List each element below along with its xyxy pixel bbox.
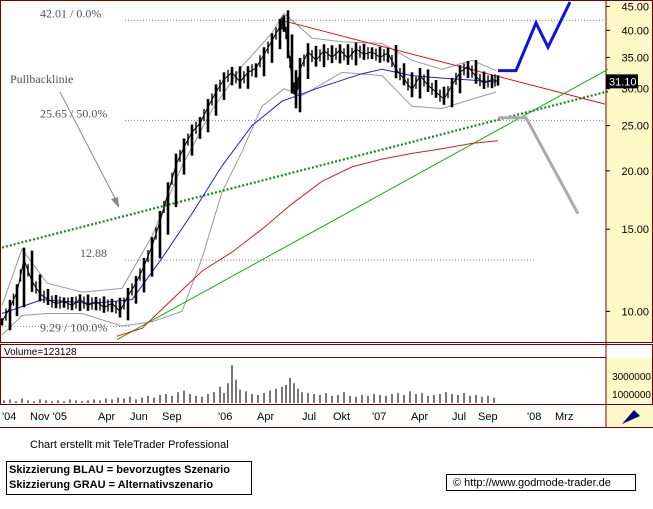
x-tick-label: Apr <box>257 411 274 423</box>
x-tick-label: Sep <box>162 411 182 423</box>
volume-label: Volume=123128 <box>4 347 77 358</box>
x-tick-label: '08 <box>527 411 541 423</box>
x-tick-label: Jul <box>302 411 316 423</box>
level-label-0: 42.01 / 0.0% <box>40 6 101 20</box>
price-axis-panel <box>606 2 653 342</box>
bollinger-lower <box>1 71 497 336</box>
y-tick-label: 45.00 <box>621 1 649 13</box>
legend-grey-scenario: Skizzierung GRAU = Alternativszenario <box>9 479 214 491</box>
scenario-blue <box>498 1 572 73</box>
legend-blue-scenario: Skizzierung BLAU = bevorzugtes Szenario <box>9 464 230 476</box>
x-tick-label: Jun <box>130 411 148 423</box>
level-label-3: 9.29 / 100.0% <box>40 320 107 334</box>
red-downtrend <box>281 19 606 105</box>
volume-axis-panel <box>606 358 653 403</box>
x-tick-label: Nov '05 <box>30 411 67 423</box>
x-tick-label: Jul <box>452 411 466 423</box>
x-tick-label: '07 <box>372 411 386 423</box>
scenario-legend: Skizzierung BLAU = bevorzugtes Szenario … <box>6 461 252 495</box>
price-line <box>1 19 499 323</box>
y-tick-label: 35.00 <box>621 52 649 64</box>
level-label-1: 25.65 / 50.0% <box>40 106 107 120</box>
y-tick-label: 25.00 <box>621 121 649 133</box>
volume-tick-label: 3000000 <box>612 372 651 383</box>
volume-tick-label: 1000000 <box>612 390 651 401</box>
last-price-label: 31.10 <box>609 76 637 88</box>
y-tick-label: 15.00 <box>621 224 649 236</box>
annotation-pullbacklinie: Pullbacklinie <box>10 72 73 86</box>
y-tick-label: 10.00 <box>621 306 649 318</box>
x-tick-label: Apr <box>411 411 428 423</box>
y-tick-label: 20.00 <box>621 166 649 178</box>
chart-credit: Chart erstellt mit TeleTrader Profession… <box>30 439 229 451</box>
annotation-arrow <box>59 91 120 207</box>
y-tick-label: 40.00 <box>621 25 649 37</box>
x-tick-label: Sep <box>478 411 498 423</box>
cursor-icon <box>622 410 640 424</box>
bollinger-upper <box>1 12 497 306</box>
x-tick-label: Okt <box>333 411 350 423</box>
annotation-arrowhead <box>111 197 119 208</box>
x-tick-label: '04 <box>2 411 16 423</box>
x-tick-label: '06 <box>218 411 232 423</box>
level-label-2: 12.88 <box>80 246 107 260</box>
source-link[interactable]: © http://www.godmode-trader.de <box>446 474 636 491</box>
green-uptrend <box>116 68 609 341</box>
x-tick-label: Mrz <box>555 411 573 423</box>
x-tick-label: Apr <box>98 411 115 423</box>
scenario-grey <box>498 116 580 215</box>
last-price-box <box>606 74 638 89</box>
moving-average-1 <box>116 140 499 337</box>
